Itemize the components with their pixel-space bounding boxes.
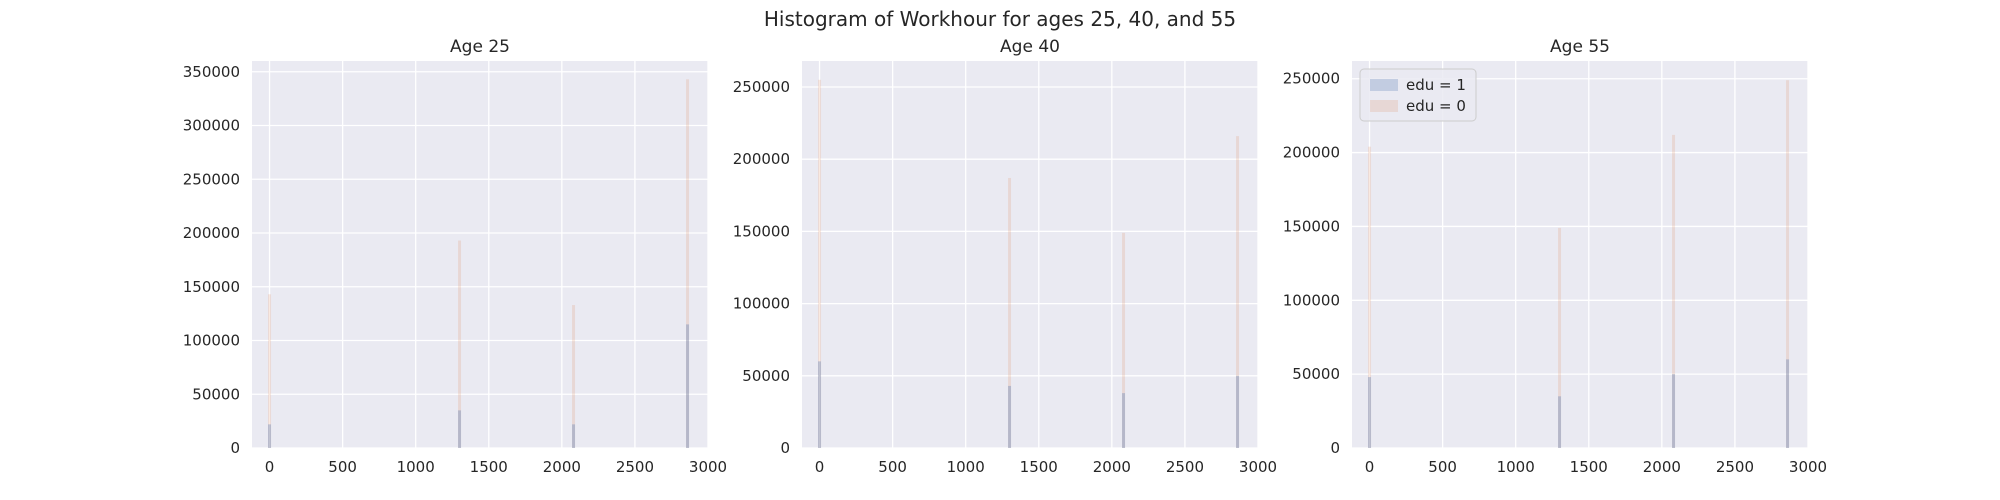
- subplot-title: Age 25: [450, 37, 510, 57]
- plot-area: [802, 61, 1258, 448]
- y-tick-label: 50000: [1292, 365, 1340, 383]
- bar-edu0: [1558, 227, 1562, 448]
- x-tick-label: 2500: [1166, 458, 1204, 476]
- bar-edu1: [268, 424, 272, 448]
- bar-edu1: [1236, 375, 1240, 448]
- legend-label: edu = 1: [1406, 76, 1466, 94]
- x-tick-label: 3000: [1239, 458, 1277, 476]
- x-tick-label: 0: [265, 458, 275, 476]
- subplot-1: 0 500 1000 1500 2000 2500 3000 0 50000 100000 1500…: [183, 37, 727, 476]
- bar-edu1: [818, 361, 822, 448]
- bar-edu1: [572, 424, 576, 448]
- bar-edu0: [1368, 146, 1372, 448]
- x-tick-label: 1500: [470, 458, 508, 476]
- x-tick-label: 500: [1428, 458, 1457, 476]
- x-tick-label: 3000: [689, 458, 727, 476]
- bar-edu1: [1786, 359, 1790, 448]
- x-tick-label: 2500: [616, 458, 654, 476]
- subplot-title: Age 55: [1550, 37, 1610, 57]
- y-tick-label: 150000: [1283, 217, 1340, 235]
- x-tick-label: 0: [815, 458, 825, 476]
- y-tick-label: 200000: [183, 224, 240, 242]
- y-tick-label: 200000: [1283, 144, 1340, 162]
- bar-edu1: [458, 410, 462, 448]
- plot-area: [1352, 61, 1808, 448]
- subplot-2: 0 500 1000 1500 2000 2500 3000 0 50000 100000 1500…: [733, 37, 1277, 476]
- y-tick-label: 100000: [1283, 291, 1340, 309]
- y-tick-label: 0: [780, 439, 790, 457]
- bar-edu1: [686, 324, 690, 448]
- bar-edu0: [1008, 177, 1012, 448]
- legend-frame: [1359, 68, 1477, 122]
- bar-edu0: [1122, 232, 1126, 448]
- x-tick-label: 2000: [1643, 458, 1681, 476]
- legend-swatch: [1370, 100, 1398, 112]
- x-tick-label: 1000: [397, 458, 435, 476]
- y-tick-label: 250000: [1283, 70, 1340, 88]
- y-tick-label: 200000: [733, 150, 790, 168]
- y-tick-label: 250000: [733, 78, 790, 96]
- subplot-3: 0 500 1000 1500 2000 2500 3000 0 50000 100000 1500…: [1283, 37, 1827, 476]
- y-tick-label: 300000: [183, 117, 240, 135]
- bar-edu0: [458, 240, 462, 448]
- bar-edu0: [1672, 134, 1676, 448]
- figure-title: Histogram of Workhour for ages 25, 40, a…: [764, 7, 1236, 31]
- x-tick-label: 1000: [1497, 458, 1535, 476]
- bar-edu1: [1672, 374, 1676, 448]
- y-tick-label: 0: [230, 439, 240, 457]
- x-tick-label: 500: [878, 458, 907, 476]
- legend: edu = 1 edu = 0: [1359, 68, 1477, 122]
- legend-swatch: [1370, 79, 1398, 91]
- bar-edu0: [818, 79, 822, 448]
- legend-label: edu = 0: [1406, 97, 1466, 115]
- x-tick-label: 2000: [543, 458, 581, 476]
- x-tick-label: 500: [328, 458, 357, 476]
- x-tick-label: 2000: [1093, 458, 1131, 476]
- subplot-title: Age 40: [1000, 37, 1060, 57]
- x-tick-label: 1500: [1570, 458, 1608, 476]
- subplots: 0 500 1000 1500 2000 2500 30000500001000001500…: [183, 37, 1827, 476]
- bar-edu0: [686, 79, 690, 449]
- y-tick-label: 50000: [742, 367, 790, 385]
- y-tick-label: 350000: [183, 63, 240, 81]
- y-tick-label: 50000: [192, 385, 240, 403]
- bar-edu1: [1558, 396, 1562, 448]
- x-tick-label: 0: [1365, 458, 1375, 476]
- y-tick-label: 150000: [733, 222, 790, 240]
- y-tick-label: 150000: [183, 278, 240, 296]
- x-tick-label: 2500: [1716, 458, 1754, 476]
- bar-edu0: [268, 294, 272, 448]
- bar-edu1: [1122, 393, 1126, 448]
- y-tick-label: 250000: [183, 170, 240, 188]
- y-tick-label: 100000: [733, 295, 790, 313]
- bar-edu0: [572, 305, 576, 448]
- y-tick-label: 0: [1330, 439, 1340, 457]
- x-tick-label: 1000: [947, 458, 985, 476]
- x-tick-label: 3000: [1789, 458, 1827, 476]
- x-tick-label: 1500: [1020, 458, 1058, 476]
- bar-edu0: [1786, 80, 1790, 448]
- plot-area: [252, 61, 708, 448]
- bar-edu0: [1236, 136, 1240, 449]
- bar-edu1: [1008, 385, 1012, 448]
- bar-edu1: [1368, 377, 1372, 448]
- y-tick-label: 100000: [183, 332, 240, 350]
